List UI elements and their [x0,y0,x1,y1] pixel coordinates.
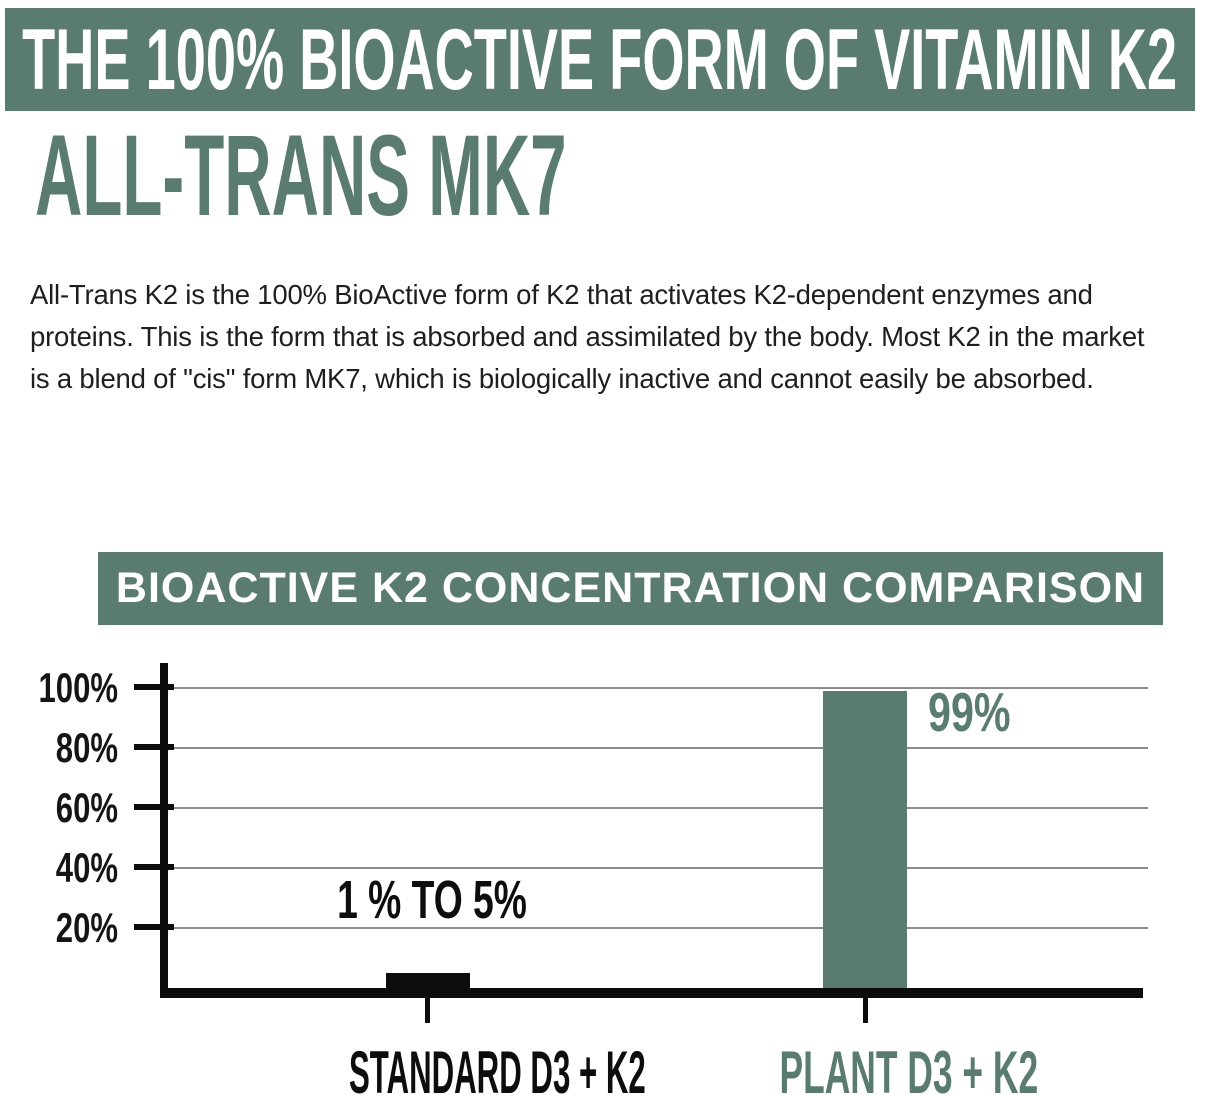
category-label-plant: PLANT D3 + K2 [779,1039,1039,1095]
y-axis-line [160,663,168,998]
y-axis-label: 80% [55,724,118,771]
x-axis-tick-standard [425,998,430,1023]
y-axis-label: 40% [55,844,118,891]
category-label-standard: STANDARD D3 + K2 [349,1039,646,1095]
x-axis-line [160,988,1143,998]
y-axis-label: 100% [38,664,118,711]
y-axis-tick [134,924,174,930]
value-label-standard: 1 % TO 5% [337,870,527,930]
bar-plant-d3-k2 [823,691,907,988]
intro-paragraph: All-Trans K2 is the 100% BioActive form … [30,278,1145,394]
bar-standard-d3-k2 [386,973,470,988]
header-banner: THE 100% BIOACTIVE FORM OF VITAMIN K2 [5,8,1195,111]
plot-area: 1 % TO 5% 99% STANDARD D3 + K2 PLANT D3 … [0,663,1214,1095]
page-title: ALL-TRANS MK7 [35,112,567,240]
chart-title: BIOACTIVE K2 CONCENTRATION COMPARISON [115,564,1146,612]
gridline [168,687,1148,689]
y-axis-label: 60% [55,784,118,831]
gridline [168,807,1148,809]
y-axis-tick [134,744,174,750]
y-axis-tick [134,804,174,810]
gridline [168,927,1148,929]
y-axis-tick [134,684,174,690]
y-axis-tick [134,864,174,870]
header-banner-text: THE 100% BIOACTIVE FORM OF VITAMIN K2 [22,11,1178,108]
x-axis-tick-plant [863,998,868,1023]
chart-title-banner: BIOACTIVE K2 CONCENTRATION COMPARISON [98,552,1163,625]
y-axis-label: 20% [55,904,118,951]
value-label-plant: 99% [928,681,1011,743]
gridline [168,747,1148,749]
gridline [168,867,1148,869]
